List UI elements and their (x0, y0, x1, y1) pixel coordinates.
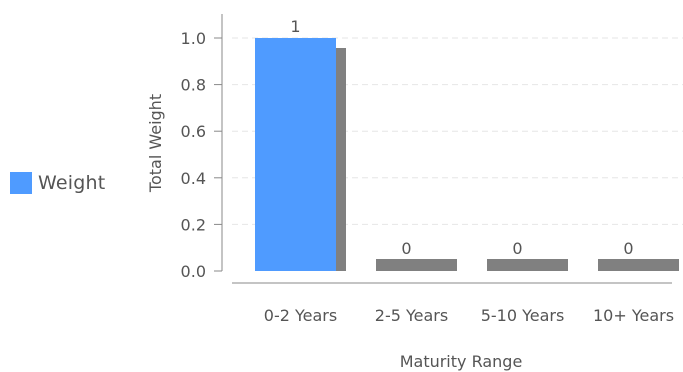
y-tick-label: 0.4 (181, 169, 206, 188)
bar-shadow (598, 259, 679, 271)
bars (255, 38, 679, 271)
x-tick-label: 0-2 Years (264, 306, 337, 325)
data-labels: 1 0 0 0 (290, 17, 633, 258)
data-label: 0 (401, 239, 411, 258)
y-axis-label: Total Weight (146, 94, 165, 193)
bar (255, 38, 336, 271)
y-tick-label: 0.2 (181, 215, 206, 234)
legend-swatch-weight (10, 172, 32, 194)
y-tick-label: 0.8 (181, 76, 206, 95)
x-tick-label: 5-10 Years (481, 306, 565, 325)
y-tick-label: 0.6 (181, 122, 206, 141)
y-tick-label: 1.0 (181, 29, 206, 48)
x-axis: 0-2 Years 2-5 Years 5-10 Years 10+ Years (232, 282, 674, 325)
data-label: 0 (512, 239, 522, 258)
bar-shadow (376, 259, 457, 271)
x-axis-label: Maturity Range (400, 352, 523, 371)
x-tick-label: 10+ Years (593, 306, 674, 325)
y-axis: 0.0 0.2 0.4 0.6 0.8 1.0 (181, 14, 223, 281)
bar-shadow (487, 259, 568, 271)
y-tick-label: 0.0 (181, 262, 206, 281)
x-tick-label: 2-5 Years (375, 306, 448, 325)
legend: Weight (10, 172, 105, 194)
data-label: 0 (623, 239, 633, 258)
data-label: 1 (290, 17, 300, 36)
legend-label-weight: Weight (38, 172, 106, 194)
